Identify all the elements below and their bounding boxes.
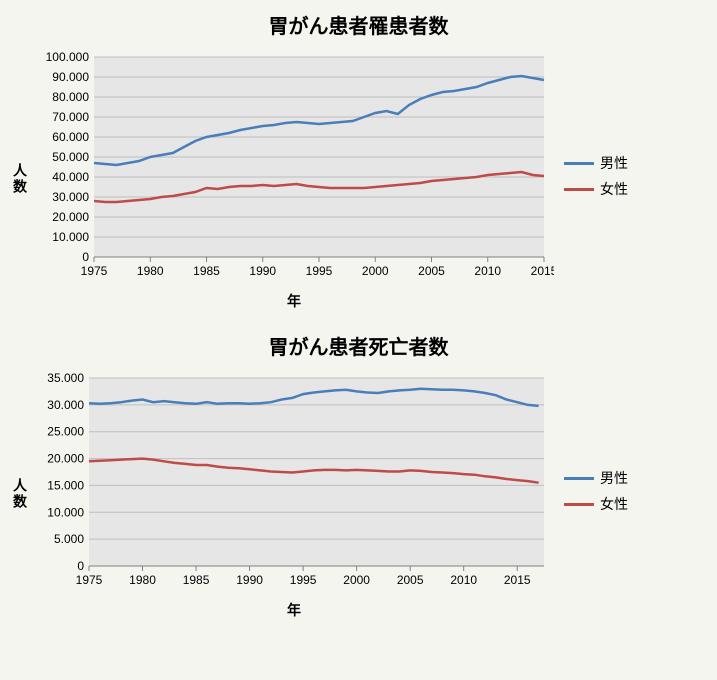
x-tick-label: 2000 bbox=[362, 264, 389, 278]
legend-label: 女性 bbox=[600, 494, 628, 514]
y-tick-label: 40.000 bbox=[52, 170, 89, 184]
legend-label: 男性 bbox=[600, 153, 628, 173]
y-tick-label: 15.000 bbox=[47, 478, 84, 492]
y-tick-label: 0 bbox=[82, 250, 89, 264]
x-tick-label: 1975 bbox=[76, 573, 103, 587]
chart-plot: 0 10.000 20.000 30.000 40.000 50.000 60.000 70.… bbox=[34, 47, 554, 287]
x-tick-label: 1995 bbox=[290, 573, 317, 587]
y-tick-label: 10.000 bbox=[47, 505, 84, 519]
x-tick-label: 2005 bbox=[397, 573, 424, 587]
x-tick-label: 2000 bbox=[343, 573, 370, 587]
chart-plot: 0 5.000 10.000 15.000 20.000 25.000 30.000 35.0… bbox=[34, 368, 554, 596]
x-tick-label: 1980 bbox=[137, 264, 164, 278]
x-tick-label: 1980 bbox=[129, 573, 156, 587]
y-tick-label: 25.000 bbox=[47, 425, 84, 439]
y-tick-label: 20.000 bbox=[52, 210, 89, 224]
y-tick-label: 100.000 bbox=[46, 50, 90, 64]
plot-bg bbox=[89, 378, 544, 566]
y-tick-label: 50.000 bbox=[52, 150, 89, 164]
x-tick-label: 1985 bbox=[183, 573, 210, 587]
y-tick-label: 70.000 bbox=[52, 110, 89, 124]
legend: 男性女性 bbox=[564, 153, 628, 205]
x-tick-label: 1985 bbox=[193, 264, 220, 278]
legend-item: 男性 bbox=[564, 153, 628, 173]
x-axis-title: 年 bbox=[34, 291, 554, 311]
x-tick-label: 2010 bbox=[474, 264, 501, 278]
x-axis-title: 年 bbox=[34, 600, 554, 620]
y-tick-label: 0 bbox=[77, 559, 84, 573]
y-axis-title: 人数 bbox=[10, 478, 30, 510]
chart-title: 胃がん患者死亡者数 bbox=[10, 331, 707, 360]
y-tick-label: 60.000 bbox=[52, 130, 89, 144]
legend-item: 女性 bbox=[564, 179, 628, 199]
y-tick-label: 80.000 bbox=[52, 90, 89, 104]
chart-title: 胃がん患者罹患者数 bbox=[10, 10, 707, 39]
y-tick-label: 5.000 bbox=[54, 532, 84, 546]
y-axis-title: 人数 bbox=[10, 163, 30, 195]
y-tick-label: 35.000 bbox=[47, 371, 84, 385]
x-tick-label: 1990 bbox=[236, 573, 263, 587]
chart-body: 人数 0 10.000 20.000 30.000 40.000 50.000 60.000 7… bbox=[10, 47, 707, 311]
legend-swatch bbox=[564, 188, 594, 191]
legend-swatch bbox=[564, 162, 594, 165]
y-tick-label: 10.000 bbox=[52, 230, 89, 244]
y-tick-label: 90.000 bbox=[52, 70, 89, 84]
legend-swatch bbox=[564, 477, 594, 480]
y-tick-label: 20.000 bbox=[47, 452, 84, 466]
x-tick-label: 2005 bbox=[418, 264, 445, 278]
chart-container: 胃がん患者死亡者数人数 0 5.000 10.000 15.000 20.000 25.00… bbox=[10, 331, 707, 620]
chart-container: 胃がん患者罹患者数人数 0 10.000 20.000 30.000 40.000 50.0… bbox=[10, 10, 707, 311]
y-tick-label: 30.000 bbox=[52, 190, 89, 204]
y-tick-label: 30.000 bbox=[47, 398, 84, 412]
chart-body: 人数 0 5.000 10.000 15.000 20.000 25.000 30.000 35… bbox=[10, 368, 707, 620]
plot-wrap: 0 5.000 10.000 15.000 20.000 25.000 30.000 35.0… bbox=[34, 368, 554, 620]
x-tick-label: 2010 bbox=[450, 573, 477, 587]
legend-label: 女性 bbox=[600, 179, 628, 199]
x-tick-label: 2015 bbox=[504, 573, 531, 587]
x-tick-label: 1990 bbox=[249, 264, 276, 278]
legend: 男性女性 bbox=[564, 468, 628, 520]
legend-swatch bbox=[564, 503, 594, 506]
x-tick-label: 2015 bbox=[531, 264, 554, 278]
legend-label: 男性 bbox=[600, 468, 628, 488]
plot-wrap: 0 10.000 20.000 30.000 40.000 50.000 60.000 70.… bbox=[34, 47, 554, 311]
x-tick-label: 1995 bbox=[306, 264, 333, 278]
x-tick-label: 1975 bbox=[81, 264, 108, 278]
legend-item: 女性 bbox=[564, 494, 628, 514]
legend-item: 男性 bbox=[564, 468, 628, 488]
